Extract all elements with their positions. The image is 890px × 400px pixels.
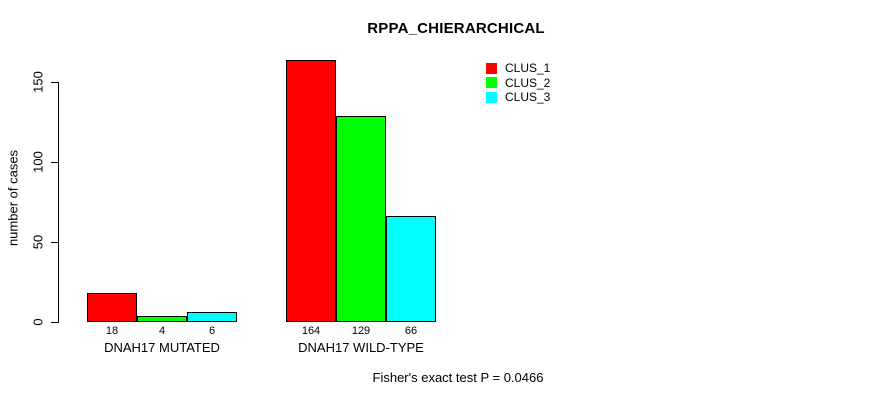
legend: CLUS_1 CLUS_2 CLUS_3: [486, 62, 550, 106]
legend-row: CLUS_1: [486, 62, 550, 74]
legend-row: CLUS_2: [486, 77, 550, 89]
bar-value-label: 18: [105, 325, 119, 337]
group-label: DNAH17 WILD-TYPE: [298, 340, 424, 355]
chart-title: RPPA_CHIERARCHICAL: [367, 20, 545, 37]
bar-value-label: 66: [404, 325, 418, 337]
legend-label: CLUS_1: [505, 61, 551, 75]
footnote-fisher-test: Fisher's exact test P = 0.0466: [372, 370, 544, 385]
bar-clus_1-group2: [286, 60, 336, 322]
bar-value-label: 129: [351, 325, 371, 337]
group-label: DNAH17 MUTATED: [104, 340, 220, 355]
legend-swatch-clus_3: [486, 91, 497, 103]
bar-value-label: 164: [301, 325, 321, 337]
y-tick-mark: [51, 322, 58, 323]
bar-clus_1-group1: [87, 293, 137, 322]
bar-clus_3-group2: [386, 216, 436, 322]
bar-value-label: 4: [158, 325, 166, 337]
bar-clus_2-group1: [137, 316, 187, 322]
y-axis-label: number of cases: [5, 149, 21, 247]
y-tick-label: 100: [30, 151, 46, 173]
bar-clus_2-group2: [336, 116, 386, 322]
y-tick-label: 50: [30, 234, 46, 250]
legend-label: CLUS_2: [505, 75, 551, 90]
legend-swatch-clus_1: [486, 62, 497, 74]
y-tick-mark: [51, 162, 58, 163]
legend-swatch-clus_2: [486, 77, 497, 88]
y-tick-label: 150: [30, 71, 46, 93]
y-tick-label: 0: [30, 318, 46, 326]
y-tick-mark: [51, 82, 58, 83]
legend-row: CLUS_3: [486, 91, 550, 103]
y-tick-mark: [51, 242, 58, 243]
legend-label: CLUS_3: [505, 90, 551, 104]
bar-value-label: 6: [208, 325, 216, 337]
bar-clus_3-group1: [187, 312, 237, 322]
y-axis-line: [58, 82, 59, 323]
